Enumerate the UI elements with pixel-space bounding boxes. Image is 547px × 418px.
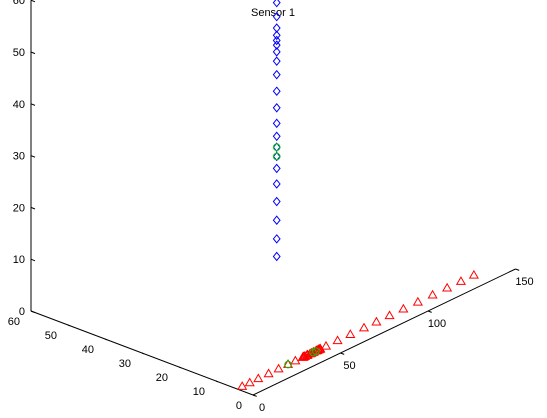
y-tick-mark	[141, 352, 145, 355]
y-tick-label: 60	[8, 316, 20, 328]
triangle-marker	[468, 269, 479, 279]
y-tick-mark	[252, 394, 256, 397]
diamond-marker	[272, 0, 281, 8]
circle-marker	[272, 152, 281, 161]
diamond-marker	[272, 131, 281, 142]
x-axis-line	[252, 268, 516, 396]
diamond-marker	[272, 35, 281, 46]
z-tick-mark	[30, 206, 36, 210]
z-tick-label: 50	[13, 47, 25, 59]
triangle-marker	[427, 289, 438, 299]
x-tick-label: 150	[515, 276, 533, 288]
z-tick-mark	[30, 155, 36, 158]
diamond-marker	[272, 234, 281, 244]
triangle-marker	[384, 310, 395, 320]
triangle-marker	[301, 350, 313, 359]
diamond-marker	[272, 40, 281, 50]
diamond-marker	[272, 69, 281, 80]
y-tick-label: 0	[236, 400, 242, 412]
z-tick-mark	[30, 258, 36, 262]
triangle-marker	[290, 355, 301, 365]
triangle-marker	[358, 322, 370, 332]
triangle-marker	[298, 351, 309, 361]
x-tick-label: 50	[343, 360, 355, 372]
z-tick-mark	[30, 310, 36, 314]
diamond-marker	[272, 47, 281, 57]
chart-title: Sensor 1	[251, 7, 295, 19]
triangle-marker	[282, 359, 294, 368]
triangle-marker	[273, 363, 284, 373]
z-tick-mark	[30, 0, 36, 3]
y-tick-label: 30	[119, 358, 131, 370]
y-tick-mark	[178, 366, 182, 369]
diamond-marker	[272, 56, 281, 66]
triangle-marker	[442, 282, 453, 292]
x-tick-mark	[340, 352, 345, 355]
z-tick-label: 60	[13, 0, 25, 7]
z-tick-label: 30	[13, 151, 25, 163]
circle-marker	[312, 347, 320, 356]
z-tick-label: 20	[13, 202, 25, 214]
y-tick-mark	[104, 338, 108, 341]
triangle-marker	[244, 377, 255, 387]
triangle-marker	[332, 335, 343, 345]
triangle-marker	[320, 340, 332, 350]
y-tick-label: 10	[193, 386, 205, 398]
diamond-marker	[272, 11, 281, 22]
triangle-marker	[237, 381, 248, 390]
diamond-marker	[272, 86, 281, 97]
diamond-marker	[272, 142, 281, 152]
diamond-marker	[272, 179, 281, 189]
diamond-marker	[272, 23, 281, 33]
y-tick-label: 40	[82, 344, 94, 356]
y-tick-label: 20	[156, 372, 168, 384]
z-tick-mark	[30, 51, 36, 55]
triangle-marker	[345, 329, 356, 338]
diamond-marker	[272, 196, 281, 207]
triangle-marker	[371, 316, 382, 326]
diamond-marker	[272, 151, 281, 162]
diamond-marker	[272, 215, 281, 225]
z-tick-mark	[30, 103, 36, 106]
x-tick-label: 100	[428, 318, 446, 330]
circle-marker	[272, 143, 281, 151]
data-markers	[237, 0, 479, 390]
diamond-marker	[272, 30, 281, 41]
y-tick-mark	[67, 324, 71, 327]
z-tick-label: 10	[13, 254, 25, 266]
triangle-marker	[313, 344, 324, 354]
y-tick-mark	[215, 380, 219, 383]
y-tick-label: 50	[45, 330, 57, 342]
diamond-marker	[272, 118, 281, 129]
diamond-marker	[272, 103, 281, 113]
diamond-marker	[272, 163, 281, 174]
z-tick-label: 0	[19, 306, 25, 318]
circle-marker	[284, 360, 292, 369]
triangle-marker	[263, 368, 274, 378]
axes	[30, 0, 520, 397]
triangle-marker	[455, 276, 467, 285]
diamond-marker	[272, 251, 281, 262]
triangle-marker	[398, 303, 409, 313]
x-tick-mark	[515, 268, 520, 271]
triangle-marker	[412, 296, 423, 306]
z-tick-label: 40	[13, 99, 25, 111]
x-tick-label: 0	[259, 402, 265, 414]
triangle-marker	[253, 373, 264, 383]
x-tick-mark	[427, 310, 432, 313]
